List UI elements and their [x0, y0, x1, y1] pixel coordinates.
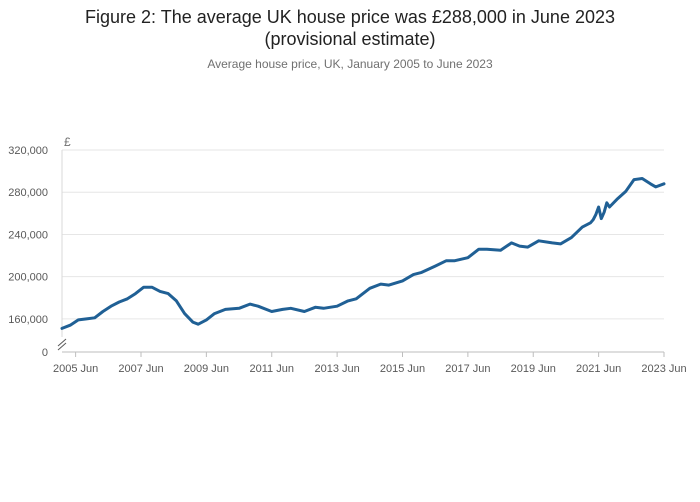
series-line-0 — [60, 177, 666, 330]
y-tick-label: 160,000 — [8, 314, 48, 326]
y-tick-label: 200,000 — [8, 272, 48, 284]
x-tick-label: 2021 Jun — [576, 363, 621, 375]
x-tick-label: 2023 Jun — [641, 363, 686, 375]
x-tick-labels: 2005 Jun 2007 Jun 2009 Jun 2011 Jun 2013 Jun… — [53, 352, 687, 375]
y-tick-label: 320,000 — [8, 145, 48, 157]
x-tick-label: 2007 Jun — [118, 363, 163, 375]
y-tick-label: 240,000 — [8, 229, 48, 241]
y-axis-break-icon — [56, 337, 68, 351]
x-tick-label: 2015 Jun — [380, 363, 425, 375]
y-tick-labels: 160,000 200,000 240,000 280,000 320,000 — [8, 145, 48, 326]
x-tick-label: 2017 Jun — [445, 363, 490, 375]
axes — [56, 150, 664, 353]
x-tick-label: 2005 Jun — [53, 363, 98, 375]
x-tick-label: 2019 Jun — [511, 363, 556, 375]
chart-title-line-1: Figure 2: The average UK house price was… — [84, 7, 615, 27]
y-tick-label: 280,000 — [8, 187, 48, 199]
series-layer — [60, 177, 666, 330]
x-tick-label: 2013 Jun — [314, 363, 359, 375]
x-tick-label: 2011 Jun — [250, 363, 294, 375]
y-tick-label-zero: 0 — [42, 347, 48, 359]
chart-title: Figure 2: The average UK house price was… — [0, 6, 700, 50]
y-unit-label: £ — [64, 135, 71, 149]
chart-subtitle: Average house price, UK, January 2005 to… — [207, 57, 493, 71]
x-tick-label: 2009 Jun — [184, 363, 229, 375]
gridlines — [62, 149, 664, 320]
chart-title-line-2: (provisional estimate) — [264, 29, 436, 49]
